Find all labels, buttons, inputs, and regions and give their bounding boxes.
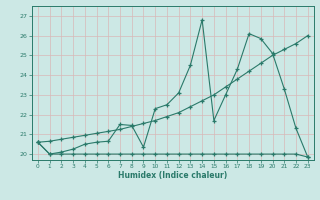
X-axis label: Humidex (Indice chaleur): Humidex (Indice chaleur)	[118, 171, 228, 180]
